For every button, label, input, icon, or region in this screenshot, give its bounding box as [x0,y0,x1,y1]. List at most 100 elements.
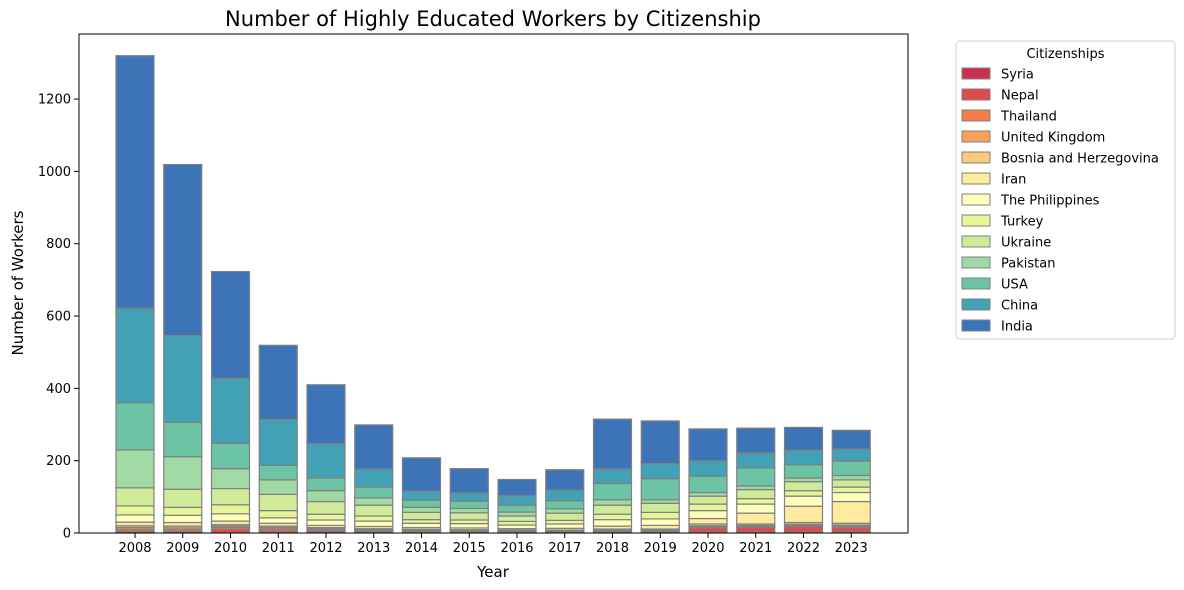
bar-segment [449,512,489,521]
x-tick-label: 2011 [262,541,295,556]
x-tick-label: 2012 [309,541,342,556]
bar-segment [401,499,442,508]
bar-segment [115,307,155,404]
x-tick-label: 2013 [357,541,390,556]
bar-segment [306,384,346,445]
legend-swatch [961,88,991,101]
x-axis-title: Year [476,563,510,581]
bar-segment [449,507,489,514]
bar-segment [545,508,585,514]
bar-segment [163,488,203,508]
legend-swatch [961,193,991,206]
x-tick-label: 2009 [166,541,199,556]
bar-segment [258,509,298,519]
bar-segment [306,490,346,503]
bar-segment [115,514,155,523]
bar-segment [783,505,824,524]
y-tick-label: 400 [46,382,71,397]
bar-segment [163,421,203,458]
bar-segment [783,464,824,479]
bar-segment [401,506,442,513]
bar-segment [736,526,776,533]
bar-segment [736,498,776,505]
bar-segment [115,505,155,516]
bar-segment [688,517,728,525]
bar-segment [545,489,585,502]
legend-label: United Kingdom [1001,131,1105,146]
bar-segment [688,527,728,533]
plot-frame [78,33,909,534]
legend-label: Pakistan [1001,257,1055,272]
legend-label: Turkey [1000,215,1044,230]
x-tick-label: 2020 [691,541,724,556]
legend-swatch [961,109,991,122]
legend-label: Syria [1001,68,1034,83]
bar-segment [497,504,537,513]
bar-segment [640,518,680,527]
bar-segment [545,512,585,521]
bar-segment [640,420,680,465]
bar-segment [210,270,251,379]
x-tick-label: 2014 [405,541,438,556]
bar-segment [545,523,585,529]
bar-segment [210,377,251,444]
bar-segment [688,503,728,512]
bar-segment [545,500,585,510]
bar-segment [831,526,871,533]
bar-segment [354,504,394,517]
bar-segment [163,456,203,490]
legend-label: Thailand [1000,110,1057,125]
bar-segment [688,509,728,520]
bar-segment [163,163,203,337]
bar-segment [688,428,728,462]
legend-label: The Philippines [1000,194,1100,209]
bar-segment [449,522,489,529]
y-tick-label: 0 [63,527,71,542]
bar-segment [592,504,633,515]
chart-title: Number of Highly Educated Workers by Cit… [225,7,761,31]
y-tick-label: 1200 [38,93,71,108]
bar-segment [592,482,633,501]
bar-segment [449,468,489,494]
legend-swatch [961,151,991,164]
bar-segment [401,522,442,529]
legend-swatch [961,256,991,269]
bar-segment [545,469,585,491]
bar-segment [736,467,776,487]
bar-segment [210,487,251,506]
x-tick-label: 2022 [787,541,820,556]
bar-segment [401,490,442,501]
x-tick-label: 2010 [214,541,247,556]
y-tick-label: 600 [46,310,71,325]
bar-segment [115,487,155,507]
bar-segment [258,517,298,524]
bar-segment [640,478,680,501]
bar-segment [783,495,824,507]
plot-area: 0 200 400 600 800 1000 1200 2008 2009 2010 2011 201… [38,33,909,556]
bar-segment [736,503,776,514]
legend-label: Nepal [1001,89,1039,104]
legend-swatch [961,235,991,248]
bar-segment [831,448,871,462]
legend-label: USA [1001,278,1028,293]
bar-segment [306,500,346,515]
bar-segment [210,513,251,522]
bar-segment [354,424,394,470]
legend-swatch [961,67,991,80]
bar-segment [258,418,298,466]
bar-segment [258,493,298,512]
bar-segment [783,490,824,497]
bar-segment [783,525,824,533]
bar-segment [592,519,633,527]
bar-segment [115,449,155,489]
legend-label: India [1001,320,1033,335]
legend-swatch [961,130,991,143]
bar-segment [258,464,298,481]
bar-segment [354,486,394,499]
bar-segment [831,429,871,450]
bar-segment [736,452,776,469]
bar-segment [688,460,728,477]
legend-swatch [961,298,991,311]
